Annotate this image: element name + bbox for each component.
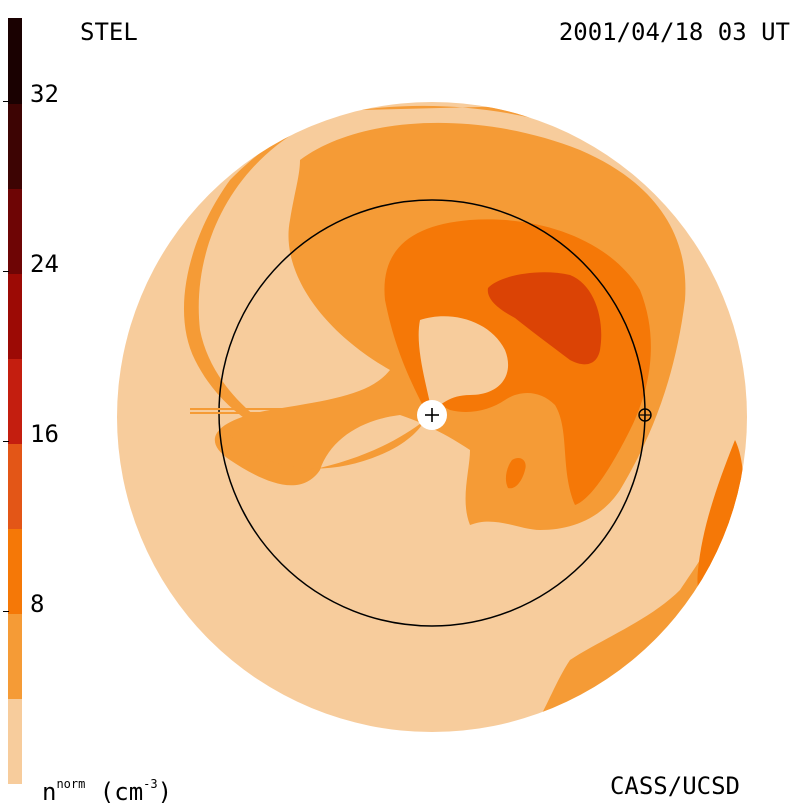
colorbar-segment (8, 18, 22, 104)
colorbar-segment (8, 613, 22, 700)
colorbar-segment (8, 528, 22, 615)
tick-mark-16 (3, 441, 9, 442)
unit-sup: norm (56, 777, 86, 791)
earth-circle-plus-icon (638, 408, 652, 422)
edge-density-region (697, 440, 744, 601)
color-scale-bar (8, 18, 22, 785)
tick-mark-8 (3, 611, 9, 612)
outer-spiral-band (183, 115, 330, 445)
credit-label: CASS/UCSD (609, 772, 740, 800)
sun-plus-icon (417, 400, 447, 430)
unit-exp: -3 (143, 777, 158, 791)
left-arm-band (225, 420, 425, 471)
tick-label-24: 24 (30, 250, 59, 278)
inner-light-wedge (418, 316, 509, 412)
tick-label-16: 16 (30, 420, 59, 448)
colorbar-segment (8, 358, 22, 445)
tick-label-8: 8 (30, 590, 45, 618)
unit-close: ) (157, 778, 173, 806)
tick-mark-32 (3, 101, 9, 102)
enhanced-density-spot (505, 458, 526, 489)
colorbar-segment (8, 698, 22, 785)
observatory-label: STEL (80, 18, 138, 46)
colorbar-segment (8, 273, 22, 359)
unit-base: n (42, 778, 57, 806)
colorbar-segment (8, 188, 22, 274)
timestamp-label: 2001/04/18 03 UT (558, 18, 790, 46)
tick-mark-24 (3, 271, 9, 272)
colorbar-segment (8, 103, 22, 189)
horizontal-artifact-streaks (190, 408, 285, 414)
peak-density-region (487, 272, 602, 365)
colorbar-segment (8, 443, 22, 530)
tick-label-32: 32 (30, 80, 59, 108)
